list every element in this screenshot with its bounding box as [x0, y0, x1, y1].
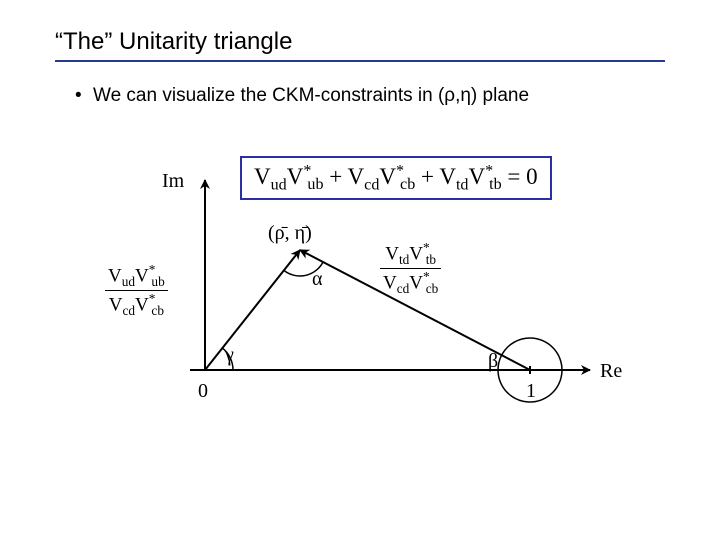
re-axis-label: Re — [600, 360, 622, 383]
triangle-svg — [110, 150, 630, 410]
alpha-label: α — [312, 268, 322, 291]
unitarity-triangle-figure: VudV*ub + VcdV*cb + VtdV*tb = 0 Im Re 0 … — [110, 150, 630, 410]
slide: “The” Unitarity triangle •We can visuali… — [0, 0, 720, 540]
bullet-dot: • — [75, 85, 93, 107]
right-fraction: VtdV*tb VcdV*cb — [380, 240, 441, 297]
right-side-label: VtdV*tb VcdV*cb — [380, 240, 441, 297]
origin-label: 0 — [198, 380, 208, 403]
slide-title: “The” Unitarity triangle — [55, 28, 292, 56]
beta-label: β — [488, 350, 498, 373]
left-side-label: VudV*ub VcdV*cb — [105, 262, 168, 319]
gamma-label: γ — [225, 344, 234, 367]
title-underline — [55, 60, 665, 62]
bullet-text: We can visualize the CKM-constraints in … — [93, 85, 529, 106]
bullet-item: •We can visualize the CKM-constraints in… — [75, 85, 529, 107]
left-fraction: VudV*ub VcdV*cb — [105, 262, 168, 319]
apex-label: (ρ̄, η̄) — [268, 222, 312, 245]
im-axis-label: Im — [162, 170, 184, 193]
one-label: 1 — [526, 380, 536, 403]
